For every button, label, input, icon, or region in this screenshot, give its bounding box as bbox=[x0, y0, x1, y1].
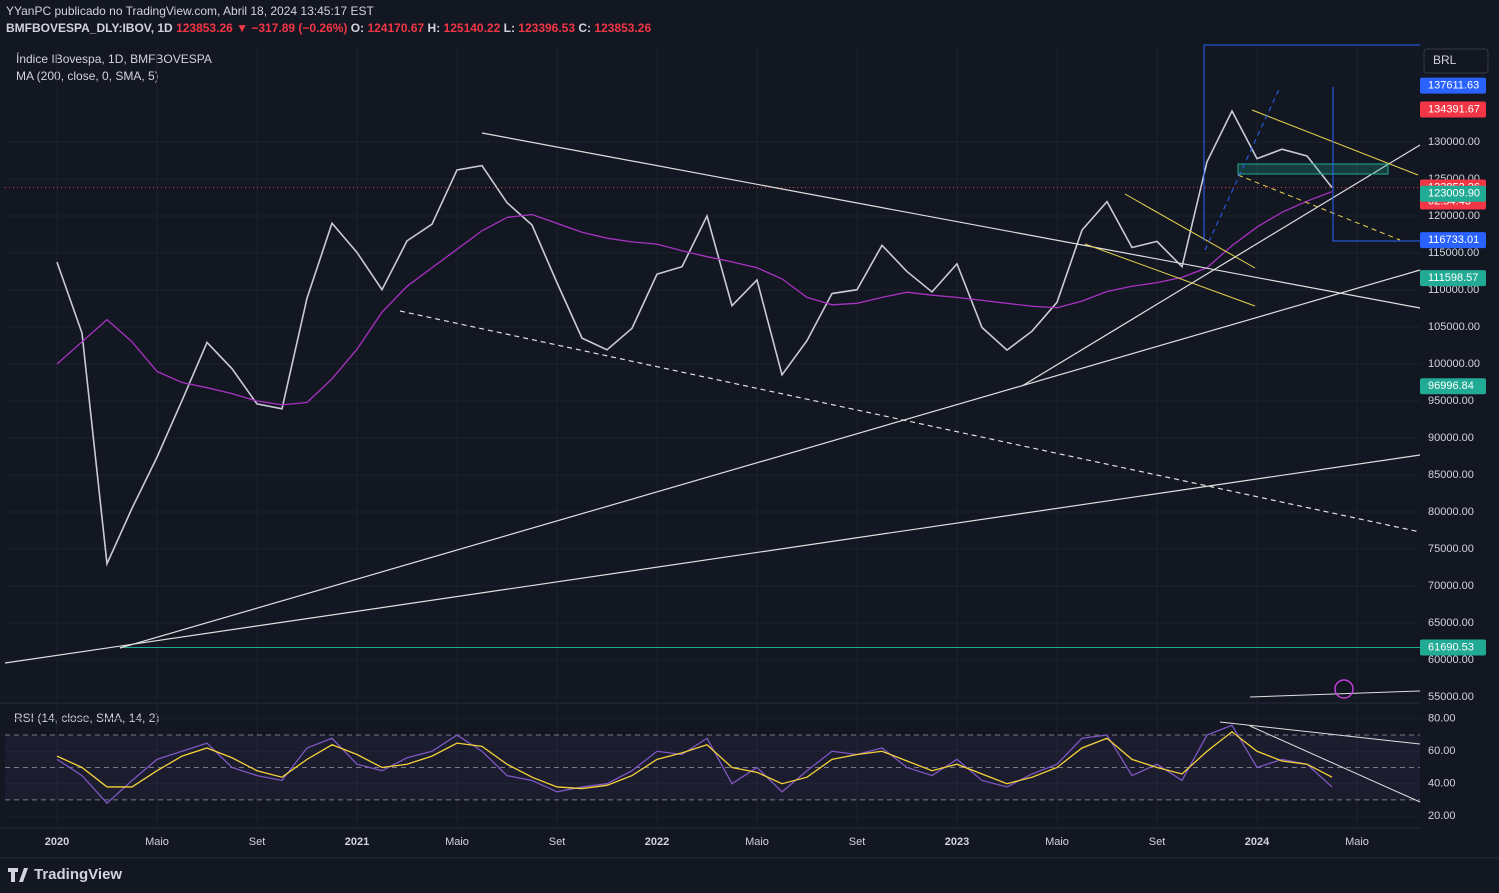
legend-rsi: RSI (14, close, SMA, 14, 2) bbox=[14, 711, 159, 725]
series-line bbox=[56, 730, 1333, 790]
level-box bbox=[1420, 270, 1486, 287]
symbol-name: BMFBOVESPA_DLY:IBOV, 1D bbox=[6, 21, 173, 35]
level-label: 96996.84 bbox=[1428, 380, 1474, 392]
x-tick-label: Maio bbox=[745, 836, 769, 848]
level-label: 111598.57 bbox=[1428, 272, 1478, 284]
level-label: 137611.63 bbox=[1428, 80, 1479, 92]
x-tick-label: 2020 bbox=[45, 836, 69, 848]
trendline bbox=[1249, 690, 1421, 698]
trendline bbox=[481, 132, 1421, 309]
y-tick-label: 20.00 bbox=[1428, 810, 1456, 822]
level-label: 123009.90 bbox=[1428, 188, 1480, 200]
ohlc-label: H: bbox=[428, 21, 441, 35]
rsi-band bbox=[5, 735, 1420, 800]
alert-icon[interactable] bbox=[1334, 679, 1354, 699]
trendline bbox=[399, 310, 1421, 533]
y-tick-label: 55000.00 bbox=[1428, 691, 1474, 703]
level-box bbox=[1420, 232, 1486, 249]
y-tick-label: 95000.00 bbox=[1428, 395, 1474, 407]
currency-button[interactable] bbox=[1423, 48, 1489, 74]
level-label: 134391.67 bbox=[1428, 103, 1480, 115]
brand-logo bbox=[8, 868, 28, 882]
x-tick-label: 2023 bbox=[945, 836, 969, 848]
projection bbox=[1204, 86, 1281, 251]
currency[interactable]: BRL bbox=[1433, 53, 1457, 67]
x-tick-label: 2022 bbox=[645, 836, 669, 848]
y-tick-label: 120000.00 bbox=[1428, 210, 1480, 222]
price-change: ▼ −317.89 (−0.26%) bbox=[236, 21, 347, 35]
series-line bbox=[56, 109, 1333, 567]
ohlc-value: 124170.67 bbox=[367, 21, 424, 35]
ohlc-label: O: bbox=[351, 21, 364, 35]
x-tick-label: 2024 bbox=[1245, 836, 1270, 848]
level-box bbox=[1420, 639, 1486, 656]
y-tick-label: 110000.00 bbox=[1428, 284, 1479, 296]
level-box bbox=[1420, 77, 1486, 94]
ohlc-value: 125140.22 bbox=[444, 21, 501, 35]
x-tick-label: 2021 bbox=[345, 836, 369, 848]
y-tick-label: 65000.00 bbox=[1428, 617, 1474, 629]
y-tick-label: 80.00 bbox=[1428, 713, 1456, 725]
level-label: 116733.01 bbox=[1428, 234, 1479, 246]
x-tick-label: Set bbox=[1149, 836, 1166, 848]
ohlc-value: 123396.53 bbox=[518, 21, 575, 35]
legend-ma: MA (200, close, 0, SMA, 5) bbox=[16, 69, 159, 83]
drawings bbox=[4, 44, 1421, 803]
x-tick-label: Set bbox=[849, 836, 866, 848]
trendline bbox=[1021, 144, 1421, 387]
symbol: BMFBOVESPA_DLY:IBOV, 1D 123853.26 ▼ −317… bbox=[6, 21, 651, 35]
y-tick-label: 80000.00 bbox=[1428, 506, 1474, 518]
y-tick-label: 100000.00 bbox=[1428, 358, 1480, 370]
y-tick-label: 60.00 bbox=[1428, 745, 1456, 757]
channel-line bbox=[1251, 109, 1419, 176]
zone bbox=[1237, 163, 1389, 175]
series-line bbox=[56, 190, 1333, 406]
x-tick-label: Set bbox=[549, 836, 566, 848]
channel-line bbox=[1124, 193, 1256, 269]
series-line bbox=[56, 724, 1333, 805]
x-tick-label: Set bbox=[249, 836, 266, 848]
ohlc-label: L: bbox=[504, 21, 515, 35]
publisher: YYanPC publicado no TradingView.com, Abr… bbox=[6, 4, 374, 18]
y-tick-label: 75000.00 bbox=[1428, 543, 1474, 555]
y-tick-label: 115000.00 bbox=[1428, 247, 1479, 259]
y-tick-label: 70000.00 bbox=[1428, 580, 1474, 592]
y-tick-label: 60000.00 bbox=[1428, 654, 1474, 666]
channel-line bbox=[1084, 243, 1256, 307]
rsi-trendline bbox=[1249, 725, 1421, 803]
range-box bbox=[1203, 44, 1420, 241]
level-box bbox=[1420, 101, 1486, 118]
ohlc-value: 123853.26 bbox=[594, 21, 651, 35]
y-tick-label: 105000.00 bbox=[1428, 321, 1480, 333]
level-box bbox=[1420, 185, 1486, 202]
y-tick-label: 90000.00 bbox=[1428, 432, 1474, 444]
y-tick-label: 40.00 bbox=[1428, 778, 1456, 790]
last-price: 123853.26 bbox=[176, 21, 233, 35]
x-tick-label: Maio bbox=[445, 836, 469, 848]
rsi-trendline bbox=[1219, 721, 1421, 745]
range-box bbox=[1332, 87, 1420, 242]
level-box bbox=[1420, 378, 1486, 395]
y-tick-label: 130000.00 bbox=[1428, 136, 1480, 148]
trendline bbox=[4, 454, 1421, 664]
trendline bbox=[119, 269, 1421, 649]
price-axis bbox=[1420, 45, 1499, 858]
x-tick-label: Maio bbox=[145, 836, 169, 848]
channel-line bbox=[1237, 174, 1401, 241]
legend-main: Índice IBovespa, 1D, BMFBOVESPA bbox=[16, 51, 212, 66]
level-label: 61690.53 bbox=[1428, 641, 1474, 653]
x-tick-label: Maio bbox=[1345, 836, 1369, 848]
ohlc-label: C: bbox=[578, 21, 591, 35]
x-tick-label: Maio bbox=[1045, 836, 1069, 848]
brand: TradingView bbox=[34, 866, 122, 883]
y-tick-label: 85000.00 bbox=[1428, 469, 1474, 481]
